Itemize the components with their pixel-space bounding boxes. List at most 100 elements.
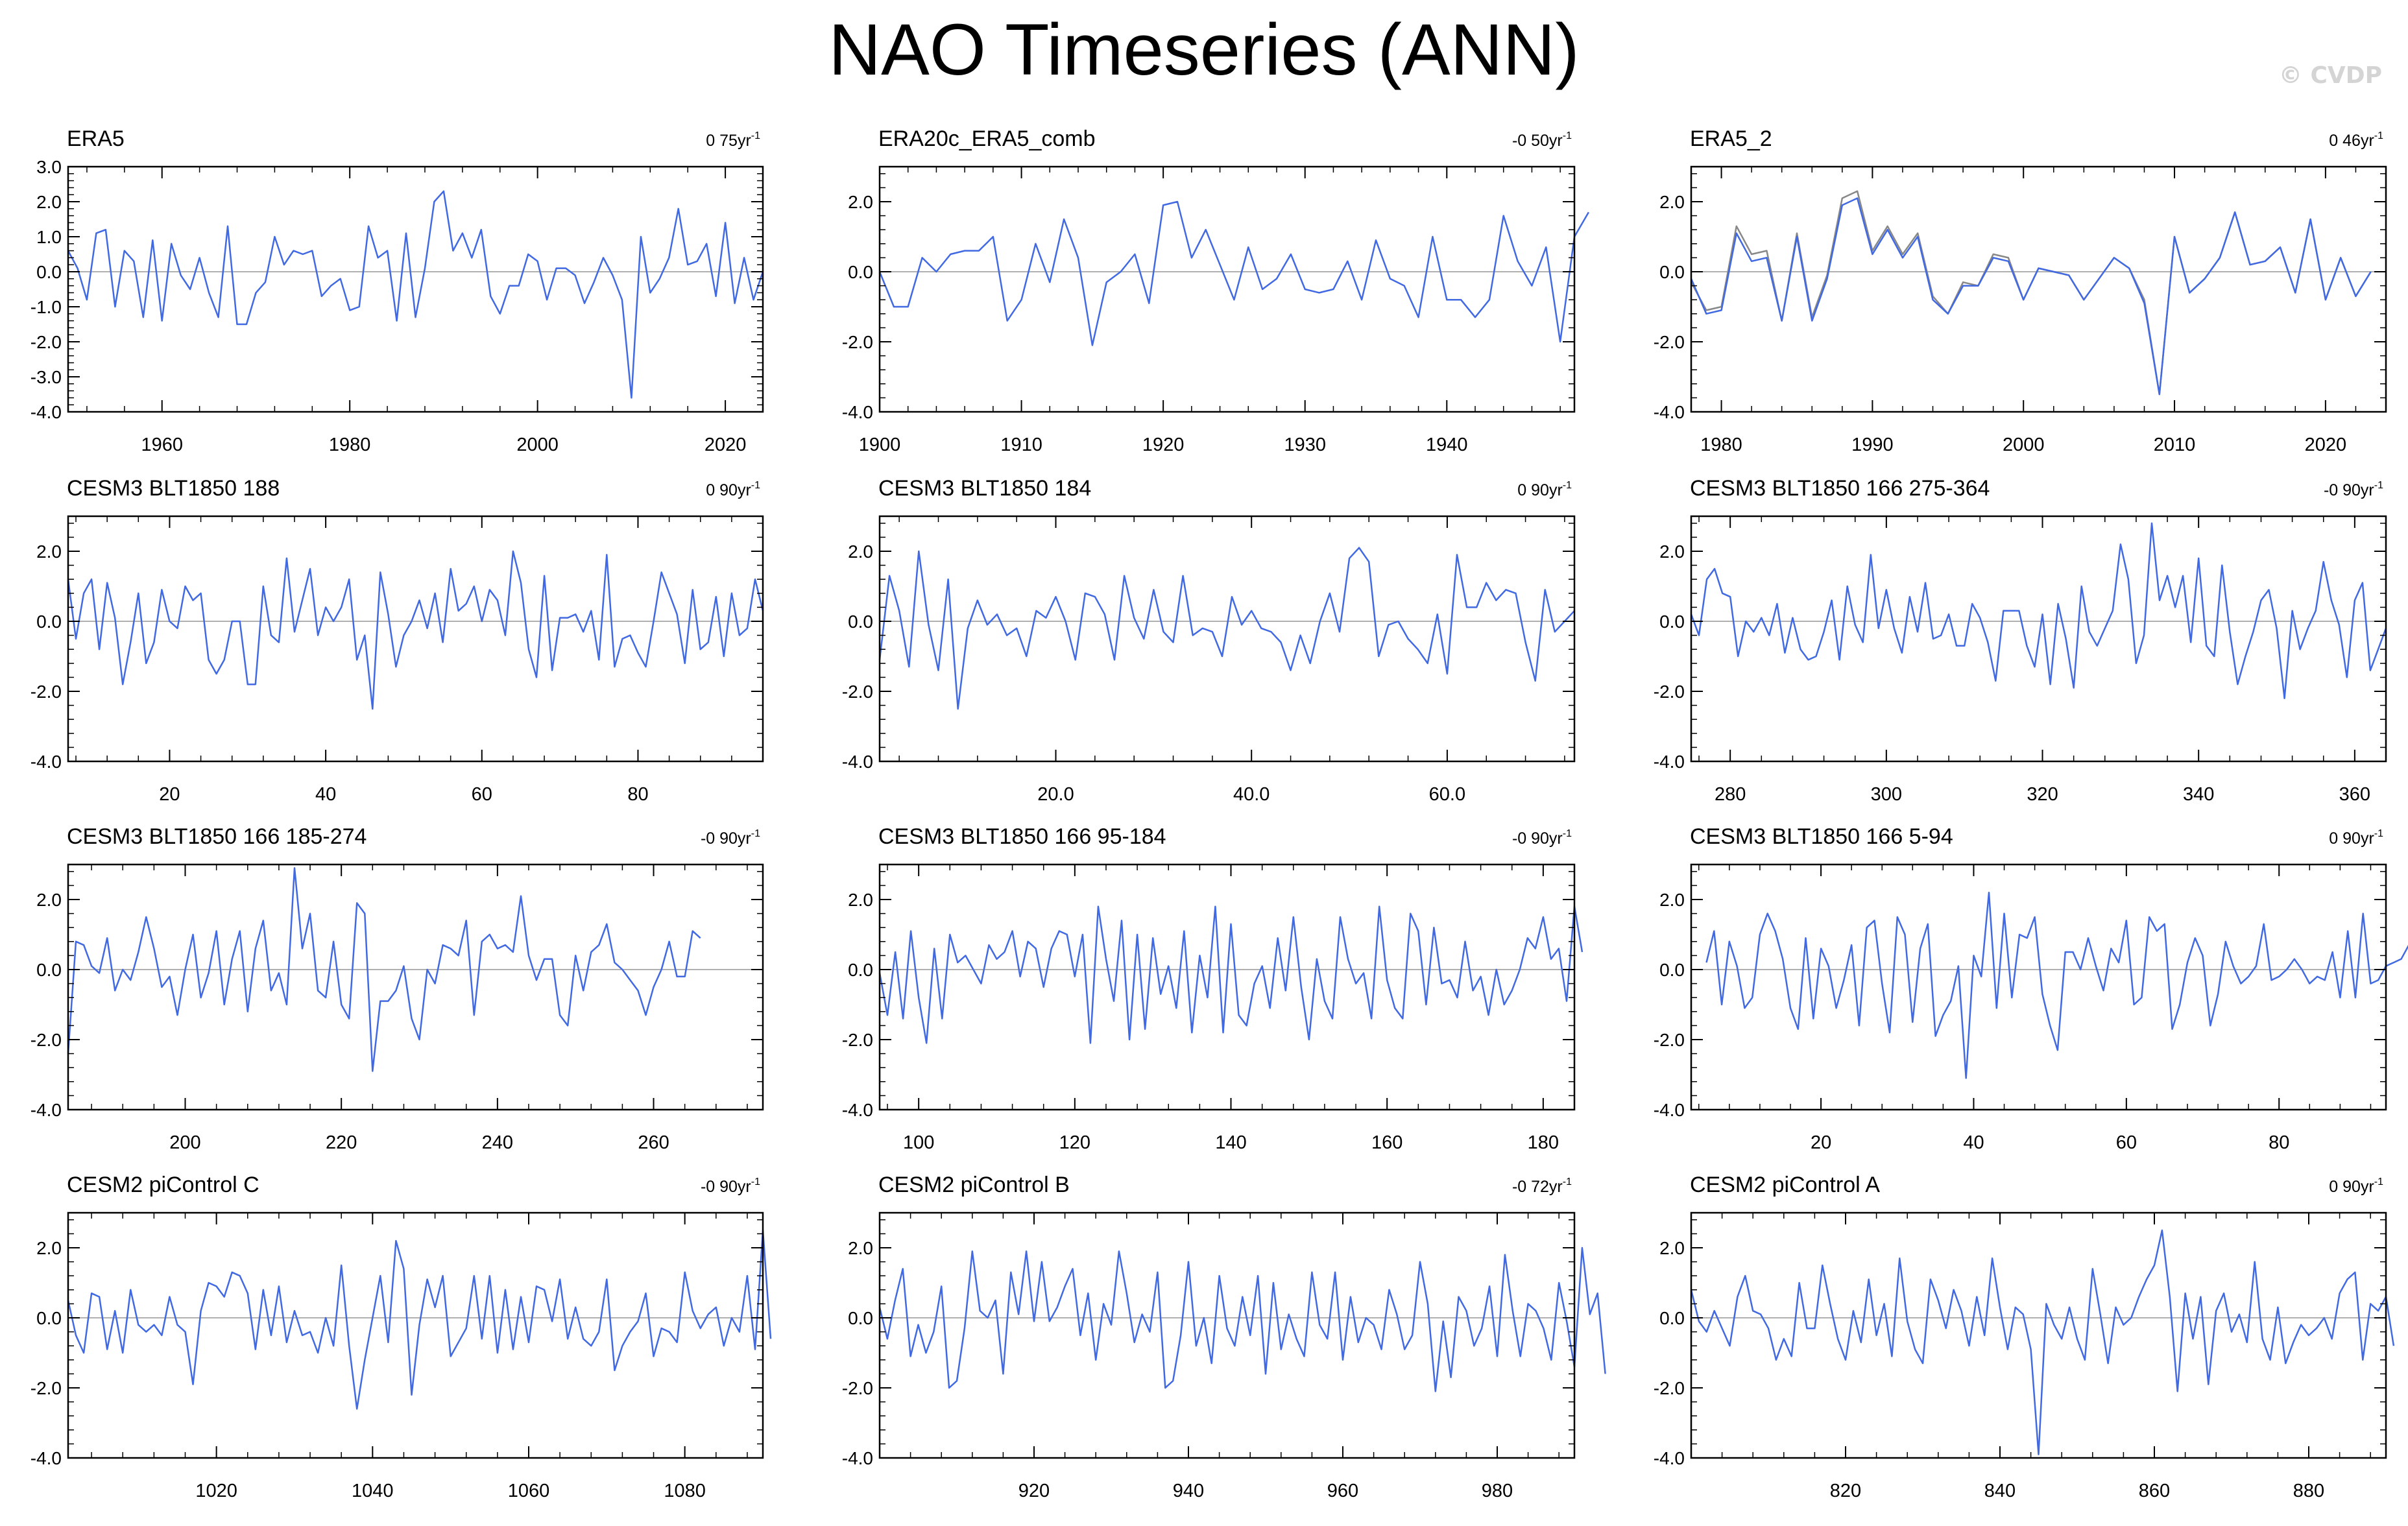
y-tick-label: 2.0 xyxy=(848,192,873,212)
x-tick-label: 20.0 xyxy=(1037,784,1074,805)
y-tick-label: -2.0 xyxy=(842,332,873,352)
chart-panel-11: CESM2 piControl B -0 72yr-1 -4.0 -2.0 0.0 2.0… xyxy=(842,1173,1606,1501)
x-tick-label: 180 xyxy=(1528,1132,1559,1153)
trend-label: -0 90yr-1 xyxy=(1512,828,1572,848)
y-tick-label: -4.0 xyxy=(842,402,873,422)
x-tick-label: 980 xyxy=(1482,1481,1513,1501)
plot-frame xyxy=(1690,1211,2387,1459)
y-tick-label: -2.0 xyxy=(1654,682,1685,702)
trend-value: 0 90yr xyxy=(2329,1178,2374,1196)
y-tick-label: 2.0 xyxy=(848,890,873,910)
trend-exponent: -1 xyxy=(751,1176,760,1187)
y-tick-label: -4.0 xyxy=(30,752,62,772)
x-tick-label: 80 xyxy=(2269,1132,2289,1153)
x-tick-label: 40 xyxy=(1963,1132,1984,1153)
y-tick-label: 1.0 xyxy=(36,227,62,247)
x-tick-label: 1980 xyxy=(1700,435,1742,455)
y-tick-label: 0.0 xyxy=(1659,612,1685,632)
y-tick-label: 2.0 xyxy=(1659,1238,1685,1258)
x-tick-label: 20 xyxy=(1811,1132,1831,1153)
x-tick-label: 200 xyxy=(169,1132,200,1153)
y-tick-label: 0.0 xyxy=(848,612,873,632)
series-line-1 xyxy=(1705,891,2408,1079)
x-tick-label: 260 xyxy=(638,1132,669,1153)
series-line-1 xyxy=(67,1229,772,1410)
y-tick-label: -4.0 xyxy=(842,752,873,772)
y-tick-label: 0.0 xyxy=(36,960,62,980)
x-tick-label: 120 xyxy=(1059,1132,1090,1153)
trend-exponent: -1 xyxy=(2374,1176,2383,1187)
y-tick-label: 0.0 xyxy=(1659,262,1685,282)
x-tick-label: 320 xyxy=(2027,784,2058,805)
trend-label: -0 90yr-1 xyxy=(701,1176,760,1196)
panel-title: CESM2 piControl A xyxy=(1690,1173,1880,1197)
x-tick-label: 160 xyxy=(1371,1132,1403,1153)
x-tick-label: 140 xyxy=(1215,1132,1246,1153)
chart-panel-2: ERA20c_ERA5_comb -0 50yr-1 -4.0 -2.0 0.0 2.0 1… xyxy=(842,126,1589,455)
trend-exponent: -1 xyxy=(751,480,760,491)
y-tick-label: 2.0 xyxy=(36,1238,62,1258)
y-tick-label: -4.0 xyxy=(1654,1100,1685,1120)
y-tick-label: -2.0 xyxy=(842,1030,873,1050)
chart-panel-7: CESM3 BLT1850 166 185-274 -0 90yr-1 -4.0 -2… xyxy=(30,824,764,1153)
y-tick-label: 2.0 xyxy=(1659,542,1685,562)
series-line-1 xyxy=(67,550,764,710)
panel-title: CESM2 piControl B xyxy=(878,1173,1070,1197)
trend-exponent: -1 xyxy=(1563,130,1572,141)
y-tick-label: -2.0 xyxy=(842,682,873,702)
chart-panel-9: CESM3 BLT1850 166 5-94 0 90yr-1 -4.0 -2.0 0.… xyxy=(1654,824,2408,1153)
x-tick-label: 960 xyxy=(1327,1481,1358,1501)
y-tick-label: 2.0 xyxy=(36,890,62,910)
y-tick-label: -2.0 xyxy=(30,1378,62,1398)
trend-value: -0 90yr xyxy=(2324,481,2374,499)
y-tick-label: 0.0 xyxy=(36,1308,62,1328)
plot-frame xyxy=(67,165,764,413)
trend-label: -0 90yr-1 xyxy=(2324,480,2383,499)
x-tick-label: 2020 xyxy=(704,435,747,455)
x-tick-label: 2020 xyxy=(2305,435,2347,455)
series-line-1 xyxy=(1690,190,2372,396)
trend-value: -0 90yr xyxy=(701,1178,751,1196)
y-tick-label: -1.0 xyxy=(30,297,62,317)
y-tick-label: -2.0 xyxy=(30,682,62,702)
y-tick-label: -4.0 xyxy=(842,1448,873,1468)
x-tick-label: 1040 xyxy=(352,1481,394,1501)
trend-label: 0 90yr-1 xyxy=(2329,828,2383,848)
trend-label: -0 90yr-1 xyxy=(701,828,760,848)
x-tick-label: 60.0 xyxy=(1429,784,1465,805)
panel-title: CESM3 BLT1850 166 95-184 xyxy=(878,824,1166,849)
panel-title: CESM2 piControl C xyxy=(67,1173,259,1197)
y-tick-label: 0.0 xyxy=(848,1308,873,1328)
x-tick-label: 20 xyxy=(159,784,180,805)
trend-label: 0 46yr-1 xyxy=(2329,130,2383,150)
y-tick-label: 0.0 xyxy=(848,960,873,980)
x-tick-label: 240 xyxy=(482,1132,513,1153)
x-tick-label: 1960 xyxy=(141,435,183,455)
chart-panel-10: CESM2 piControl C -0 90yr-1 -4.0 -2.0 0.0 2.0… xyxy=(30,1173,772,1501)
x-tick-label: 100 xyxy=(903,1132,934,1153)
y-tick-label: 0.0 xyxy=(1659,1308,1685,1328)
series-line-1 xyxy=(878,905,1583,1044)
y-tick-label: 2.0 xyxy=(36,542,62,562)
series-line-1 xyxy=(878,547,1575,710)
trend-label: 0 90yr-1 xyxy=(1517,480,1572,499)
trend-value: 0 90yr xyxy=(706,481,751,499)
y-tick-label: -4.0 xyxy=(842,1100,873,1120)
x-tick-label: 940 xyxy=(1173,1481,1204,1501)
panel-title: ERA5 xyxy=(67,126,125,151)
y-tick-label: 3.0 xyxy=(36,157,62,177)
x-tick-label: 40 xyxy=(315,784,336,805)
trend-label: 0 90yr-1 xyxy=(2329,1176,2383,1196)
x-tick-label: 920 xyxy=(1018,1481,1050,1501)
x-tick-label: 880 xyxy=(2293,1481,2324,1501)
x-tick-label: 220 xyxy=(326,1132,357,1153)
y-tick-label: 0.0 xyxy=(1659,960,1685,980)
y-tick-label: 2.0 xyxy=(848,542,873,562)
y-tick-label: -4.0 xyxy=(1654,1448,1685,1468)
series-line-1 xyxy=(67,190,764,399)
x-tick-label: 1920 xyxy=(1142,435,1185,455)
x-tick-label: 1020 xyxy=(195,1481,237,1501)
y-tick-label: -4.0 xyxy=(1654,752,1685,772)
x-tick-label: 1930 xyxy=(1284,435,1326,455)
